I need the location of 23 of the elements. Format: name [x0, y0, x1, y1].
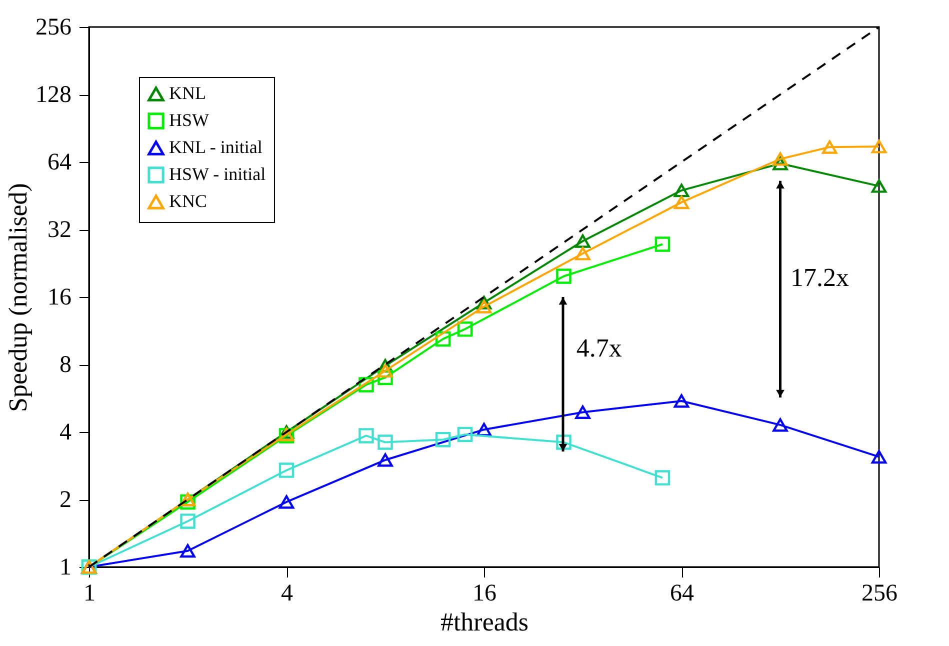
y-tick-label: 16 — [48, 284, 72, 310]
y-tick-label: 2 — [60, 487, 72, 513]
legend-label: KNL - initial — [169, 137, 262, 157]
legend-label: HSW - initial — [169, 164, 266, 184]
y-tick-label: 256 — [36, 14, 72, 40]
legend-label: KNL — [169, 83, 206, 103]
x-axis-title: #threads — [440, 608, 529, 636]
y-tick-label: 1 — [60, 554, 72, 580]
annotation: 17.2x — [790, 263, 850, 292]
annotation: 4.7x — [576, 333, 622, 362]
x-tick-label: 16 — [472, 580, 496, 606]
y-tick-label: 4 — [60, 420, 72, 446]
y-tick-label: 64 — [48, 150, 72, 176]
legend-label: KNC — [169, 191, 208, 211]
x-tick-label: 1 — [84, 580, 96, 606]
x-tick-label: 256 — [862, 580, 898, 606]
x-tick-label: 4 — [281, 580, 293, 606]
legend-label: HSW — [169, 110, 210, 130]
y-axis-title: Speedup (normalised) — [4, 183, 32, 412]
y-tick-label: 128 — [36, 82, 72, 108]
x-tick-label: 64 — [670, 580, 694, 606]
y-tick-label: 32 — [48, 217, 72, 243]
y-tick-label: 8 — [60, 352, 72, 378]
